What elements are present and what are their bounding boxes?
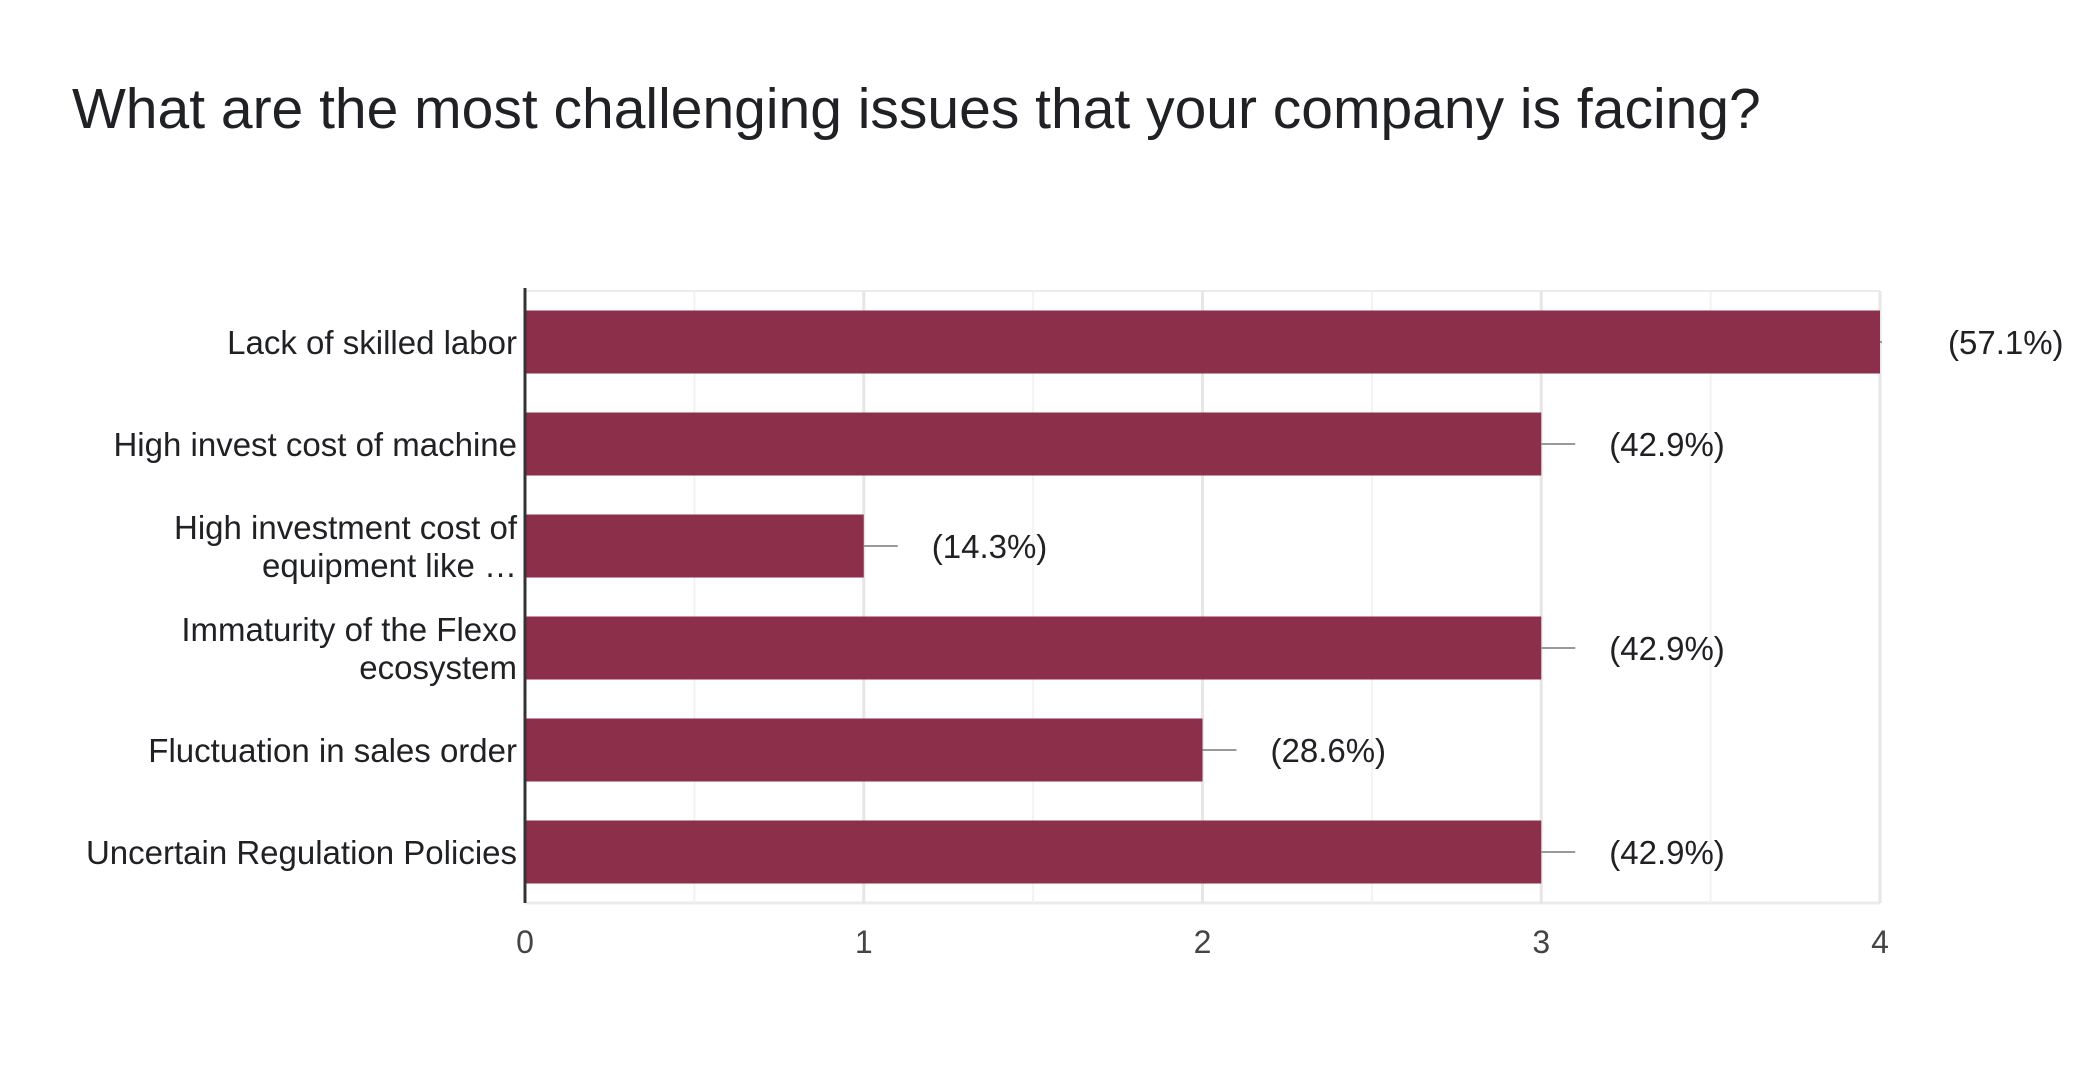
category-label: Lack of skilled labor bbox=[227, 324, 517, 361]
value-label: (14.3%) bbox=[932, 528, 1048, 565]
category-label: ecosystem bbox=[359, 649, 517, 686]
value-label: (42.9%) bbox=[1609, 834, 1725, 871]
bars bbox=[525, 310, 1882, 884]
value-label: (42.9%) bbox=[1609, 630, 1725, 667]
bar bbox=[525, 718, 1203, 782]
gridlines bbox=[525, 290, 1882, 905]
bar bbox=[525, 514, 864, 578]
chart-title: What are the most challenging issues tha… bbox=[72, 77, 1761, 141]
x-tick-label: 4 bbox=[1871, 924, 1889, 960]
labels: (57.1%) Lack of skilled labor (42.9%) High … bbox=[86, 324, 2064, 960]
bar bbox=[525, 616, 1542, 680]
category-label: High invest cost of machine bbox=[113, 426, 517, 463]
x-tick-label: 2 bbox=[1194, 924, 1212, 960]
value-label: (28.6%) bbox=[1271, 732, 1387, 769]
x-tick-label: 0 bbox=[516, 924, 534, 960]
x-tick-label: 3 bbox=[1532, 924, 1550, 960]
x-tick-label: 1 bbox=[855, 924, 873, 960]
category-label: Fluctuation in sales order bbox=[148, 732, 517, 769]
value-label: (42.9%) bbox=[1609, 426, 1725, 463]
bar bbox=[525, 820, 1542, 884]
category-label: equipment like … bbox=[262, 547, 517, 584]
value-label: (57.1%) bbox=[1948, 324, 2064, 361]
category-label: High investment cost of bbox=[174, 509, 518, 546]
category-label: Uncertain Regulation Policies bbox=[86, 834, 517, 871]
category-label: Immaturity of the Flexo bbox=[181, 611, 517, 648]
bar bbox=[525, 310, 1880, 374]
bar bbox=[525, 412, 1542, 476]
